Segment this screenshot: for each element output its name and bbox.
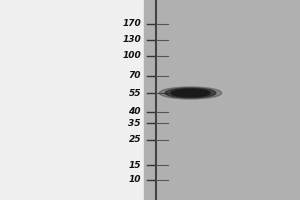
Bar [144, 0, 300, 200]
Ellipse shape [159, 87, 222, 99]
Text: 100: 100 [122, 51, 141, 60]
Bar [0, 0, 144, 200]
Text: 10: 10 [128, 176, 141, 184]
Text: 170: 170 [122, 20, 141, 28]
Text: 40: 40 [128, 108, 141, 116]
Text: 55: 55 [128, 88, 141, 98]
Text: 25: 25 [128, 136, 141, 144]
Text: 70: 70 [128, 72, 141, 80]
Ellipse shape [171, 89, 210, 97]
Text: 130: 130 [122, 36, 141, 45]
Text: 15: 15 [128, 160, 141, 170]
Ellipse shape [165, 88, 216, 98]
Text: 35: 35 [128, 118, 141, 128]
